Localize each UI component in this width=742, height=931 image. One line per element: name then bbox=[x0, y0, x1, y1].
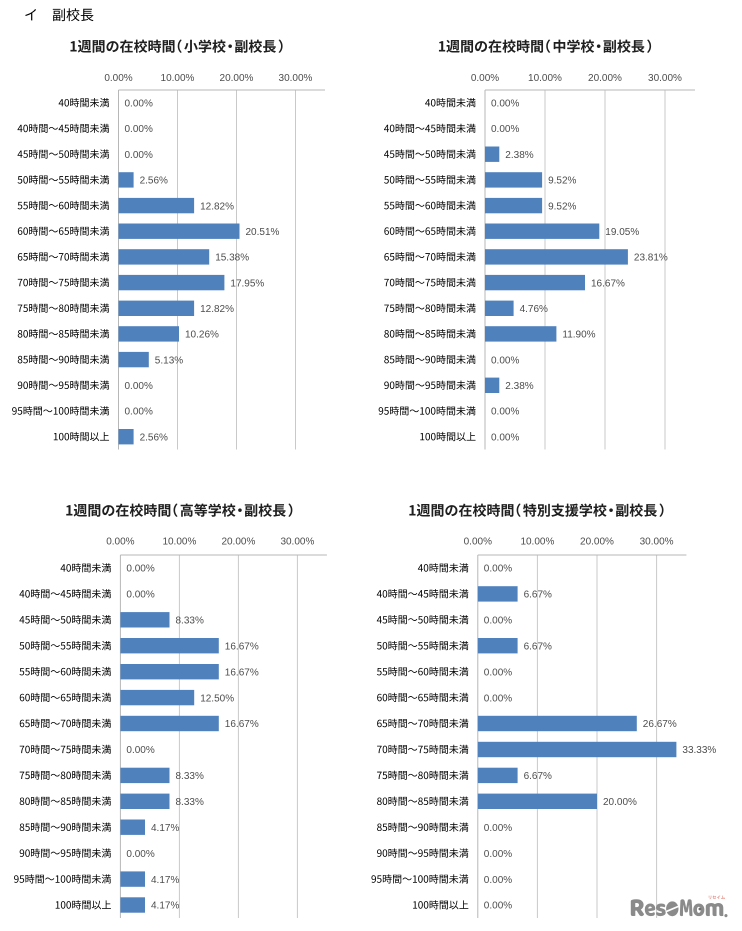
svg-text:20.00%: 20.00% bbox=[220, 73, 254, 84]
svg-text:0.00%: 0.00% bbox=[125, 150, 153, 161]
svg-text:0.00%: 0.00% bbox=[484, 616, 512, 627]
svg-text:0.00%: 0.00% bbox=[125, 381, 153, 392]
svg-text:0.00%: 0.00% bbox=[125, 407, 153, 418]
svg-text:4.17%: 4.17% bbox=[151, 875, 179, 886]
svg-text:23.81%: 23.81% bbox=[634, 253, 668, 264]
svg-text:10.00%: 10.00% bbox=[161, 73, 195, 84]
svg-text:0.00%: 0.00% bbox=[125, 99, 153, 110]
svg-text:0.00%: 0.00% bbox=[484, 823, 512, 834]
svg-text:33.33%: 33.33% bbox=[682, 745, 716, 756]
svg-text:10.26%: 10.26% bbox=[185, 330, 219, 341]
svg-text:17.95%: 17.95% bbox=[230, 278, 264, 289]
svg-text:30.00%: 30.00% bbox=[280, 537, 314, 548]
svg-text:12.82%: 12.82% bbox=[200, 201, 234, 212]
svg-text:20.00%: 20.00% bbox=[588, 73, 622, 84]
svg-text:0.00%: 0.00% bbox=[126, 590, 154, 601]
svg-text:30.00%: 30.00% bbox=[279, 73, 313, 84]
svg-text:0.00%: 0.00% bbox=[484, 693, 512, 704]
svg-text:0.00%: 0.00% bbox=[126, 745, 154, 756]
svg-text:0.00%: 0.00% bbox=[484, 667, 512, 678]
svg-text:10.00%: 10.00% bbox=[520, 537, 554, 548]
svg-text:2.38%: 2.38% bbox=[505, 381, 533, 392]
svg-text:0.00%: 0.00% bbox=[484, 901, 512, 912]
svg-text:0.00%: 0.00% bbox=[106, 537, 134, 548]
svg-text:8.33%: 8.33% bbox=[176, 771, 204, 782]
svg-text:10.00%: 10.00% bbox=[528, 73, 562, 84]
svg-text:0.00%: 0.00% bbox=[491, 355, 519, 366]
svg-text:0.00%: 0.00% bbox=[484, 849, 512, 860]
svg-text:11.90%: 11.90% bbox=[562, 330, 595, 341]
svg-text:9.52%: 9.52% bbox=[548, 201, 576, 212]
svg-text:0.00%: 0.00% bbox=[491, 407, 519, 418]
svg-text:0.00%: 0.00% bbox=[484, 564, 512, 575]
svg-text:30.00%: 30.00% bbox=[640, 537, 674, 548]
svg-text:2.56%: 2.56% bbox=[140, 432, 168, 443]
svg-text:8.33%: 8.33% bbox=[176, 797, 204, 808]
svg-text:12.50%: 12.50% bbox=[200, 693, 234, 704]
svg-text:16.67%: 16.67% bbox=[591, 278, 625, 289]
svg-text:16.67%: 16.67% bbox=[225, 719, 259, 730]
svg-text:0.00%: 0.00% bbox=[126, 849, 154, 860]
svg-text:6.67%: 6.67% bbox=[524, 590, 552, 601]
svg-text:20.51%: 20.51% bbox=[246, 227, 280, 238]
svg-text:16.67%: 16.67% bbox=[225, 667, 259, 678]
svg-text:10.00%: 10.00% bbox=[162, 537, 196, 548]
svg-text:0.00%: 0.00% bbox=[464, 537, 492, 548]
svg-text:2.38%: 2.38% bbox=[505, 150, 533, 161]
svg-text:19.05%: 19.05% bbox=[605, 227, 639, 238]
svg-text:6.67%: 6.67% bbox=[524, 771, 552, 782]
svg-text:4.17%: 4.17% bbox=[151, 901, 179, 912]
svg-text:20.00%: 20.00% bbox=[603, 797, 637, 808]
svg-text:0.00%: 0.00% bbox=[104, 73, 132, 84]
svg-text:8.33%: 8.33% bbox=[176, 616, 204, 627]
svg-text:20.00%: 20.00% bbox=[580, 537, 614, 548]
svg-text:26.67%: 26.67% bbox=[643, 719, 677, 730]
svg-text:0.00%: 0.00% bbox=[484, 875, 512, 886]
svg-text:16.67%: 16.67% bbox=[225, 642, 259, 653]
svg-text:0.00%: 0.00% bbox=[471, 73, 499, 84]
svg-text:6.67%: 6.67% bbox=[524, 642, 552, 653]
svg-text:2.56%: 2.56% bbox=[140, 176, 168, 187]
svg-text:4.17%: 4.17% bbox=[151, 823, 179, 834]
svg-text:0.00%: 0.00% bbox=[126, 564, 154, 575]
svg-text:9.52%: 9.52% bbox=[548, 176, 576, 187]
svg-text:0.00%: 0.00% bbox=[125, 124, 153, 135]
svg-text:0.00%: 0.00% bbox=[491, 124, 519, 135]
svg-text:30.00%: 30.00% bbox=[648, 73, 682, 84]
svg-text:15.38%: 15.38% bbox=[215, 253, 249, 264]
svg-text:0.00%: 0.00% bbox=[491, 432, 519, 443]
svg-text:4.76%: 4.76% bbox=[520, 304, 548, 315]
svg-text:0.00%: 0.00% bbox=[491, 99, 519, 110]
svg-text:5.13%: 5.13% bbox=[155, 355, 183, 366]
svg-text:12.82%: 12.82% bbox=[200, 304, 234, 315]
svg-text:20.00%: 20.00% bbox=[221, 537, 255, 548]
